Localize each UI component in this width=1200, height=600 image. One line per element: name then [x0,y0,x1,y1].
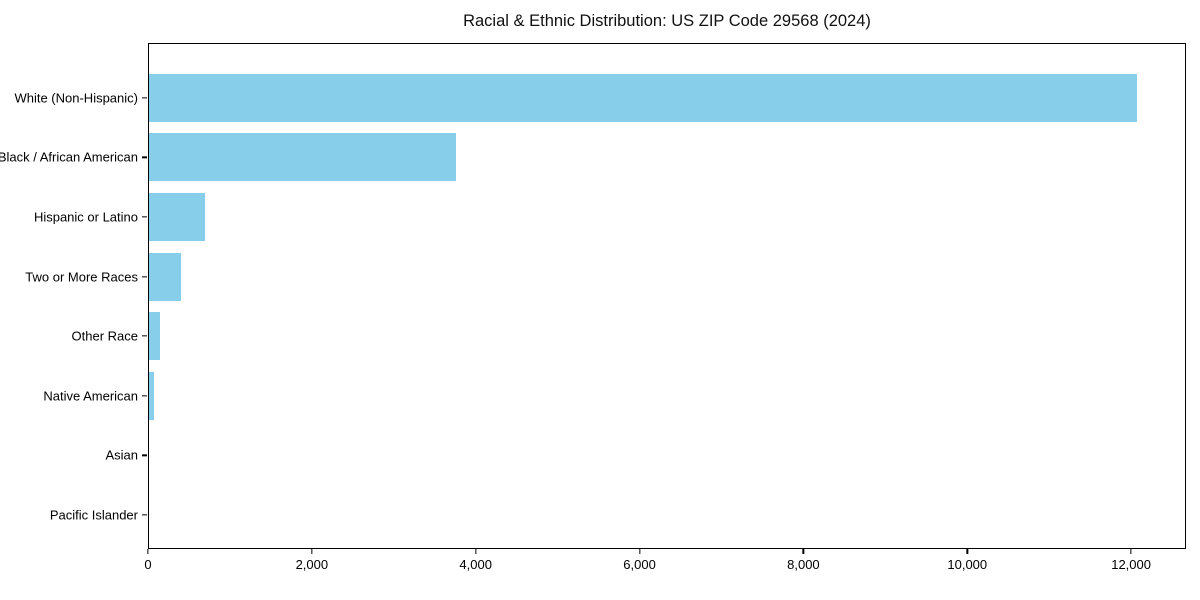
bar-row: Asian [105,426,1185,486]
bar [149,133,457,182]
x-tick-mark [1130,549,1132,554]
x-tick-mark [475,549,477,554]
y-tick-mark [142,454,147,457]
bar-rows: White (Non-Hispanic) Black / African Amer… [0,68,1185,545]
chart-title: Racial & Ethnic Distribution: US ZIP Cod… [463,12,871,30]
y-tick-label: Black / African American [0,149,138,165]
x-tick-label: 10,000 [947,557,988,572]
bar [149,192,205,241]
x-tick-mark [638,549,641,554]
bar-row: Black / African American [0,128,1185,188]
bar-row: Hispanic or Latino [34,187,1185,247]
bar [149,312,160,361]
bar [149,371,154,420]
y-tick-mark [142,514,147,516]
y-tick-mark [142,335,147,337]
y-tick-label: Pacific Islander [49,507,138,523]
x-tick-label: 8,000 [787,557,820,572]
plot-area: White (Non-Hispanic) Black / African Amer… [0,43,1186,549]
x-tick-mark [311,549,313,554]
y-tick-label: Other Race [71,328,138,344]
y-tick-mark [142,395,147,397]
x-tick-mark [966,549,968,554]
bar-row: White (Non-Hispanic) [14,68,1185,128]
x-tick-label: 4,000 [459,557,492,572]
bar [149,252,181,301]
bar [149,73,1137,122]
x-tick-label: 0 [144,557,152,572]
y-tick-label: Asian [105,447,138,463]
y-tick-label: Hispanic or Latino [33,209,138,225]
y-tick-mark [142,275,147,278]
x-tick-label: 2,000 [295,557,329,572]
x-tick-mark [147,549,149,554]
bar-row: Other Race [72,306,1185,366]
bar-row: Pacific Islander [50,485,1185,545]
x-tick-mark [802,549,805,554]
bar-row: Two or More Races [25,247,1185,307]
y-tick-label: White (Non-Hispanic) [14,90,138,106]
x-axis: 0 2,000 4,000 6,000 8,000 10,000 12,000 [144,549,1186,589]
x-tick-label: 6,000 [623,557,656,572]
y-tick-label: Native American [43,388,138,404]
x-tick-label: 12,000 [1111,557,1151,572]
bar-row: Native American [43,366,1185,426]
y-tick-mark [142,156,147,159]
y-tick-mark [142,97,147,99]
y-tick-mark [142,216,147,218]
y-tick-label: Two or More Races [25,269,138,285]
